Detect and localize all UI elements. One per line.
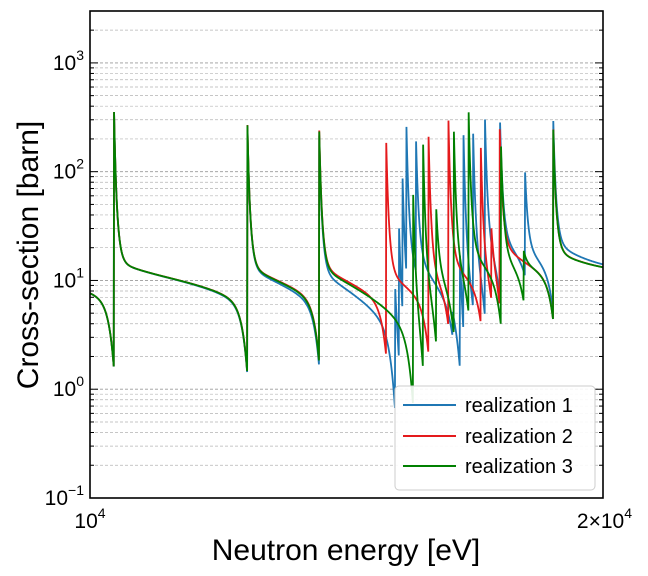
y-tick-label: 100 bbox=[53, 373, 84, 401]
series-lines bbox=[90, 111, 603, 408]
series-line-3 bbox=[90, 111, 603, 403]
series-line-2 bbox=[90, 111, 603, 371]
legend-label-1: realization 1 bbox=[465, 395, 573, 417]
y-axis-label: Cross-section [barn] bbox=[12, 121, 45, 389]
y-tick-label: 103 bbox=[53, 47, 84, 75]
y-tick-label: 101 bbox=[53, 264, 84, 292]
legend: realization 1 realization 2 realization … bbox=[394, 385, 596, 491]
legend-label-2: realization 2 bbox=[465, 426, 573, 448]
y-tick-label: 102 bbox=[53, 156, 84, 184]
legend-box bbox=[394, 385, 596, 491]
legend-label-3: realization 3 bbox=[465, 456, 573, 478]
axis-ticks: 10−1 100 101 102 103 104 2×104 bbox=[45, 10, 632, 533]
x-tick-label: 2×104 bbox=[577, 505, 632, 533]
x-tick-label: 104 bbox=[74, 505, 105, 533]
x-axis-label: Neutron energy [eV] bbox=[212, 534, 481, 567]
plot-frame bbox=[89, 10, 604, 499]
y-tick-label: 10−1 bbox=[45, 482, 85, 510]
